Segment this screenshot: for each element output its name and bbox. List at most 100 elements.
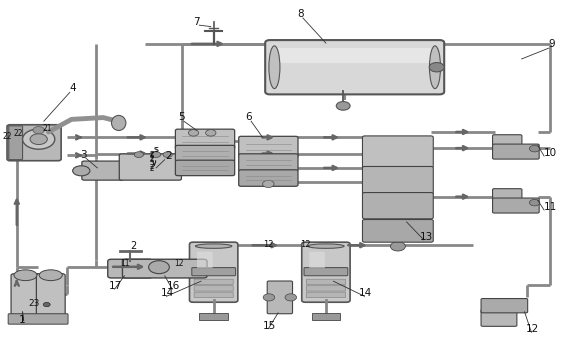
Text: 2: 2: [166, 151, 172, 161]
FancyBboxPatch shape: [362, 192, 433, 219]
FancyBboxPatch shape: [7, 125, 61, 161]
FancyBboxPatch shape: [108, 259, 153, 278]
Text: z: z: [149, 150, 153, 159]
Text: 12: 12: [300, 240, 310, 249]
FancyBboxPatch shape: [493, 144, 539, 159]
FancyBboxPatch shape: [189, 242, 238, 302]
Text: 4: 4: [70, 83, 76, 93]
Circle shape: [263, 180, 274, 187]
Text: 22: 22: [2, 132, 12, 141]
Text: 6: 6: [245, 112, 252, 122]
FancyBboxPatch shape: [239, 136, 298, 158]
FancyBboxPatch shape: [306, 292, 346, 297]
Text: 1: 1: [19, 315, 26, 325]
Circle shape: [23, 129, 55, 149]
Circle shape: [263, 294, 275, 301]
FancyBboxPatch shape: [175, 129, 235, 149]
FancyBboxPatch shape: [493, 198, 539, 213]
FancyBboxPatch shape: [175, 160, 235, 176]
Text: 12: 12: [263, 240, 273, 249]
FancyBboxPatch shape: [194, 292, 233, 297]
Text: z: z: [149, 155, 153, 164]
Ellipse shape: [111, 116, 126, 131]
Circle shape: [134, 152, 144, 157]
FancyBboxPatch shape: [11, 274, 40, 322]
FancyBboxPatch shape: [493, 189, 522, 201]
FancyBboxPatch shape: [267, 281, 293, 314]
Text: v: v: [152, 158, 156, 167]
Circle shape: [529, 145, 539, 152]
Ellipse shape: [269, 46, 280, 88]
FancyBboxPatch shape: [302, 242, 350, 302]
FancyBboxPatch shape: [122, 259, 207, 278]
FancyBboxPatch shape: [362, 136, 433, 168]
Ellipse shape: [14, 270, 37, 280]
FancyBboxPatch shape: [362, 219, 433, 242]
Text: 14: 14: [161, 288, 174, 299]
FancyBboxPatch shape: [192, 268, 235, 276]
Text: 17: 17: [109, 281, 122, 291]
FancyBboxPatch shape: [306, 279, 346, 284]
Circle shape: [188, 130, 198, 136]
Text: 3: 3: [80, 150, 87, 160]
FancyBboxPatch shape: [306, 286, 346, 291]
Text: 15: 15: [263, 321, 276, 331]
Text: 16: 16: [167, 281, 180, 291]
Circle shape: [149, 261, 169, 274]
Text: 8: 8: [297, 9, 304, 19]
Text: 21: 21: [43, 124, 52, 133]
Text: 11: 11: [120, 259, 129, 268]
FancyBboxPatch shape: [481, 299, 527, 313]
Ellipse shape: [429, 46, 440, 88]
Ellipse shape: [73, 166, 90, 176]
Text: z: z: [150, 154, 154, 163]
Text: 5: 5: [178, 112, 185, 122]
FancyBboxPatch shape: [9, 126, 23, 160]
Text: 9: 9: [549, 39, 555, 49]
Circle shape: [43, 303, 50, 307]
Text: s: s: [153, 145, 157, 155]
FancyBboxPatch shape: [239, 154, 298, 171]
FancyBboxPatch shape: [265, 40, 444, 94]
FancyBboxPatch shape: [481, 309, 517, 326]
Circle shape: [285, 294, 297, 301]
Text: 22: 22: [13, 129, 23, 138]
FancyBboxPatch shape: [309, 252, 325, 268]
FancyBboxPatch shape: [278, 48, 432, 63]
Circle shape: [336, 101, 350, 110]
FancyBboxPatch shape: [8, 314, 68, 324]
Bar: [199, 313, 228, 320]
FancyBboxPatch shape: [304, 268, 348, 276]
FancyBboxPatch shape: [175, 145, 235, 162]
Text: 23: 23: [28, 299, 40, 308]
Text: 7: 7: [193, 17, 200, 27]
Text: 14: 14: [359, 288, 372, 299]
FancyBboxPatch shape: [119, 154, 181, 180]
Text: v: v: [152, 160, 156, 169]
Text: 12: 12: [174, 259, 184, 268]
FancyBboxPatch shape: [362, 166, 433, 195]
Ellipse shape: [308, 244, 344, 248]
FancyBboxPatch shape: [36, 274, 65, 322]
Ellipse shape: [196, 244, 232, 248]
FancyBboxPatch shape: [197, 252, 213, 268]
Circle shape: [152, 152, 161, 157]
Text: 10: 10: [544, 148, 557, 158]
Circle shape: [30, 134, 47, 144]
Circle shape: [429, 62, 444, 72]
Text: 11: 11: [544, 202, 557, 212]
Circle shape: [205, 130, 216, 136]
FancyBboxPatch shape: [194, 286, 233, 291]
Bar: [312, 313, 340, 320]
Text: z: z: [149, 164, 153, 173]
Circle shape: [391, 242, 406, 251]
FancyBboxPatch shape: [194, 279, 233, 284]
Text: s: s: [155, 145, 158, 154]
FancyBboxPatch shape: [239, 170, 298, 186]
Text: 12: 12: [526, 325, 539, 334]
Circle shape: [33, 127, 44, 134]
Text: 2: 2: [130, 241, 136, 251]
FancyBboxPatch shape: [82, 161, 124, 180]
FancyBboxPatch shape: [493, 135, 522, 147]
Text: z: z: [150, 162, 154, 171]
